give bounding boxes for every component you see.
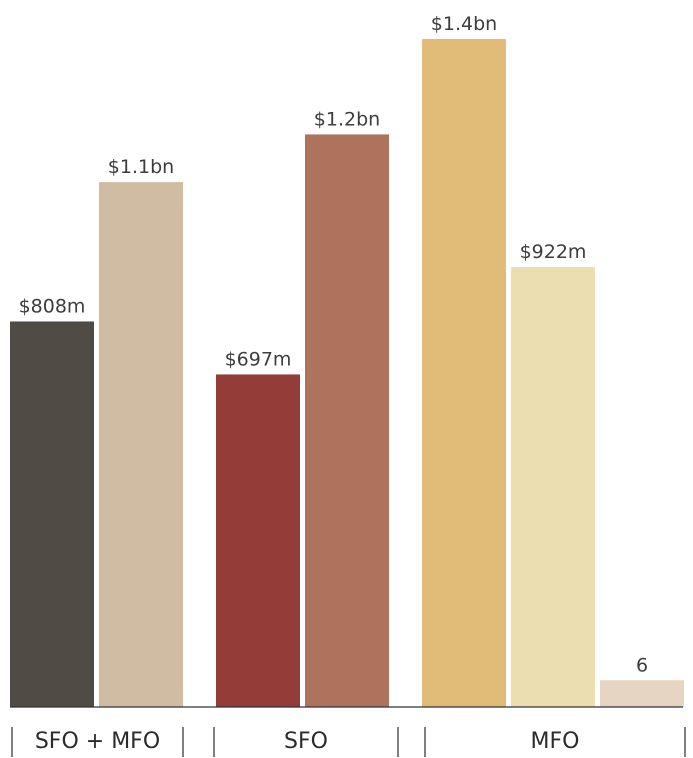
bar-value-label-1-1: $1.2bn [314, 108, 380, 130]
group-label-1: SFO [284, 729, 328, 754]
bar-value-label-2-1: $922m [520, 241, 587, 263]
group-label-0: SFO + MFO [35, 729, 160, 754]
bar-2-2 [600, 680, 684, 707]
bar-2-0 [422, 39, 506, 707]
bar-value-label-1-0: $697m [225, 348, 292, 370]
bars-layer [10, 39, 684, 708]
bar-2-1 [511, 267, 595, 707]
bar-1-0 [216, 374, 300, 707]
bar-0-0 [10, 321, 94, 707]
bar-value-label-2-0: $1.4bn [431, 13, 497, 35]
value-labels-layer: $808m $1.1bn $697m $1.2bn $1.4bn $922m 6 [19, 13, 648, 676]
category-axis: SFO + MFO SFO MFO [11, 727, 686, 757]
bar-0-1 [99, 182, 183, 708]
bar-value-label-0-0: $808m [19, 295, 86, 317]
bar-value-label-2-2: 6 [636, 654, 648, 676]
bar-1-1 [305, 134, 389, 707]
group-label-2: MFO [531, 729, 580, 754]
bar-value-label-0-1: $1.1bn [108, 156, 174, 178]
